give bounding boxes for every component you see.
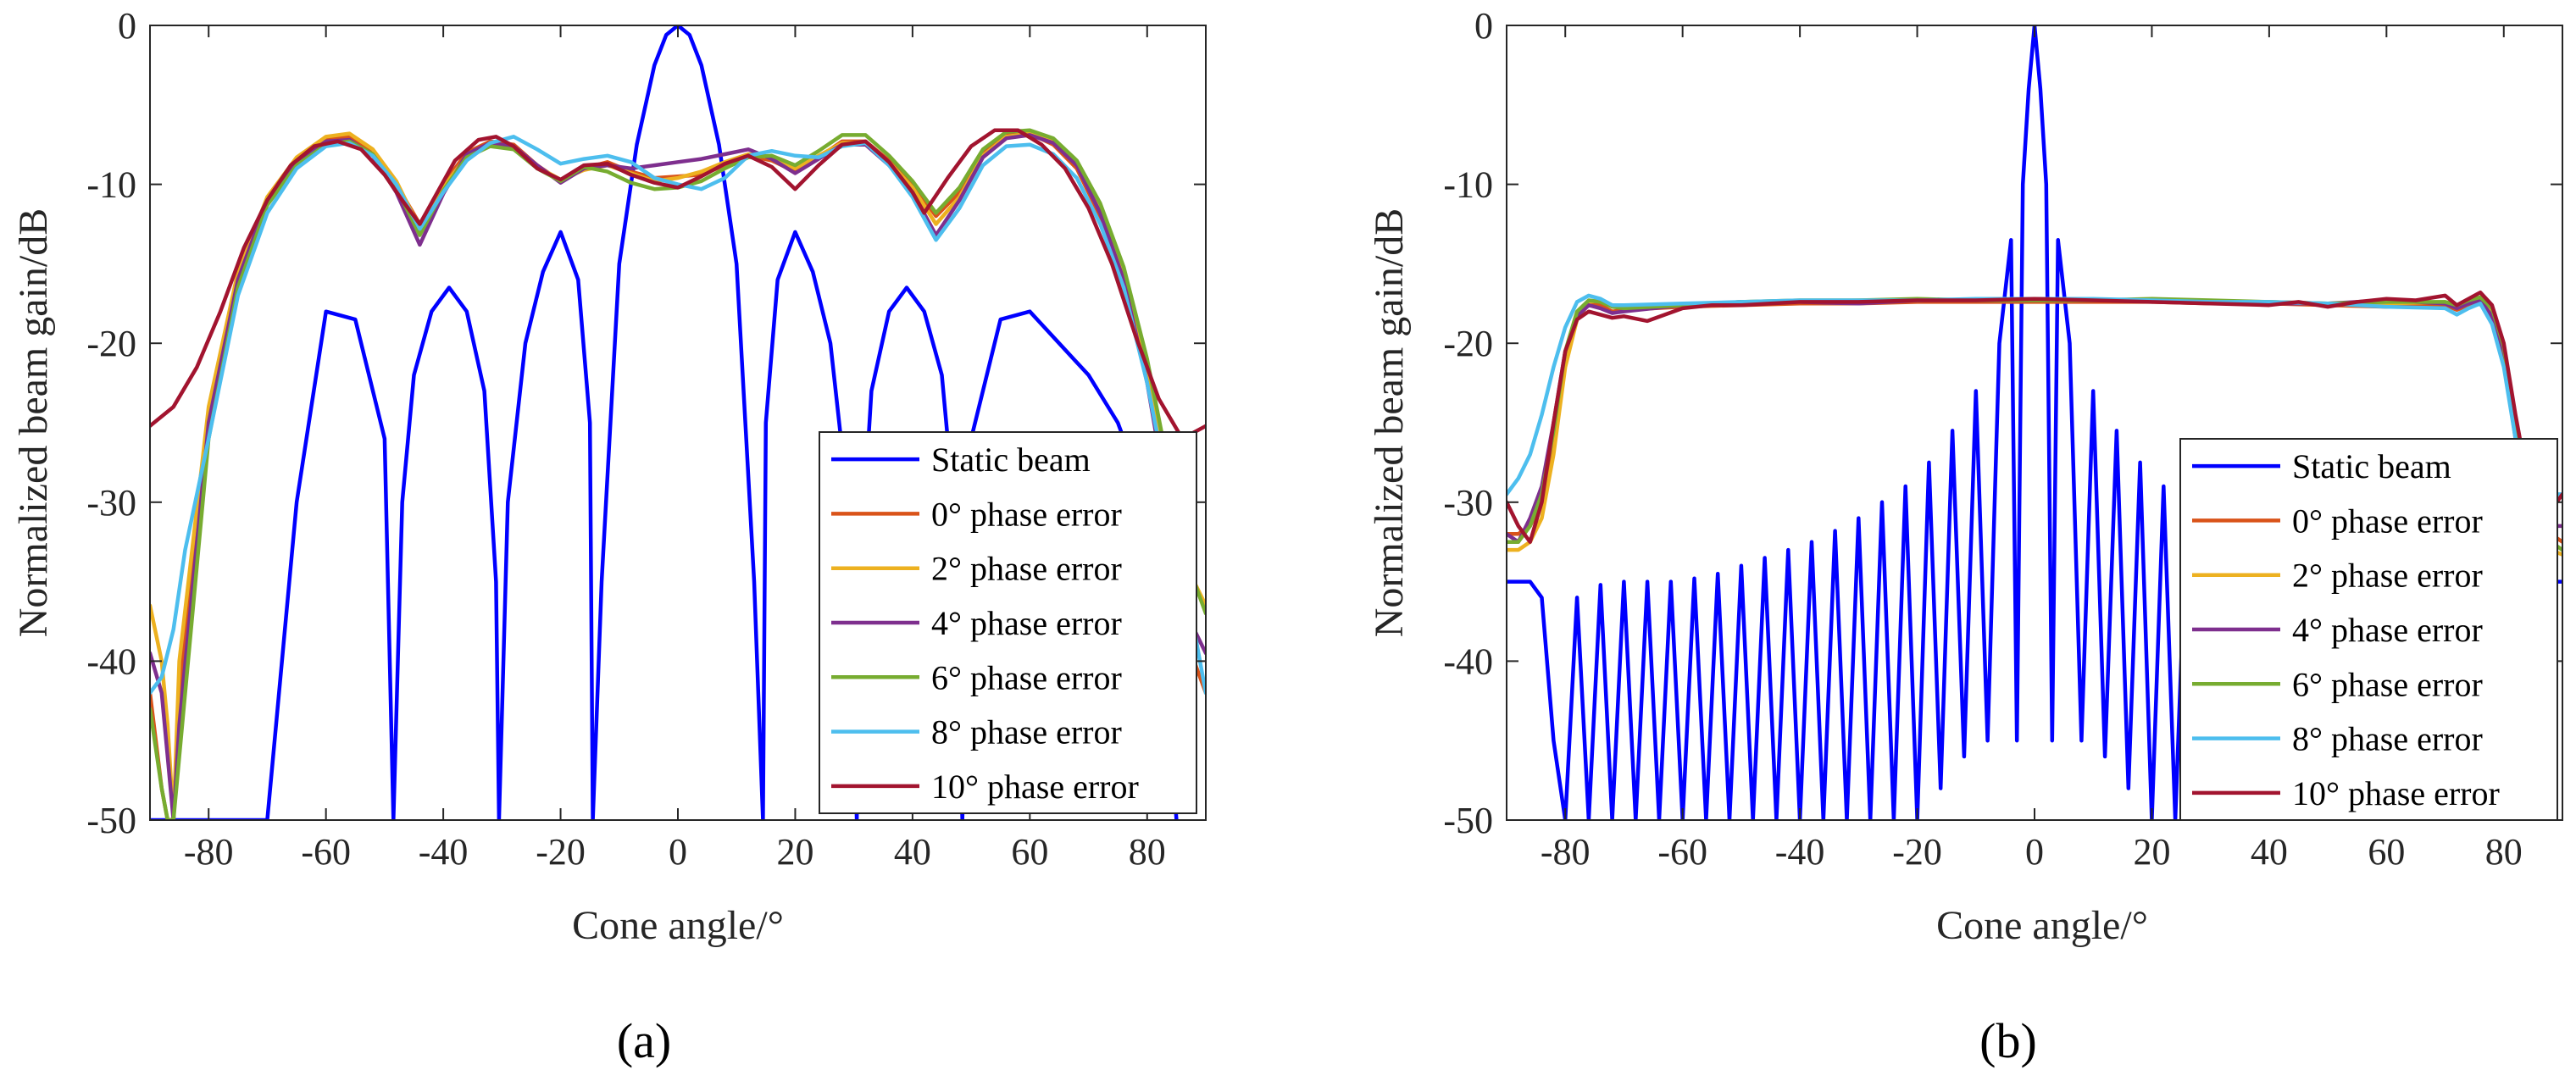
panel-a-y-tick-label: -50 <box>86 800 136 841</box>
panel-a-legend-label-e2: 2° phase error <box>931 550 1122 588</box>
panel-a-y-tick-label: -20 <box>86 323 136 364</box>
panel-a-ticks: -80 -60 -40 -20 0 20 40 60 80 0 -10 -20 -30 -40 -50 <box>86 5 1206 873</box>
panel-b-label: (b) <box>1979 1013 2037 1068</box>
panel-b-y-tick-label: -10 <box>1443 164 1493 206</box>
panel-a-y-tick-label: -40 <box>86 640 136 682</box>
panel-b-y-tick-label: 0 <box>1474 5 1493 47</box>
panel-a-legend: Static beam 0° phase error 2° phase error 4… <box>819 431 1197 814</box>
panel-b-x-tick-label: 0 <box>2025 831 2044 873</box>
panel-b-x-tick-label: 80 <box>2485 831 2523 873</box>
panel-b-x-tick-label: -20 <box>1892 831 1942 873</box>
panel-b-y-tick-label: -50 <box>1443 800 1493 841</box>
panel-a-x-tick-label: 20 <box>776 831 813 873</box>
panel-a-x-tick-label: -80 <box>184 831 234 873</box>
panel-b-y-tick-label: -20 <box>1443 323 1493 364</box>
panel-b-series-e10 <box>1507 290 2562 544</box>
panel-b-legend-label-e10: 10° phase error <box>2292 774 2500 812</box>
panel-a-legend-label-e6: 6° phase error <box>931 658 1122 696</box>
panel-a-x-tick-label: -20 <box>536 831 586 873</box>
panel-a-legend-label-e8: 8° phase error <box>931 713 1122 751</box>
panel-a-legend-label-e0: 0° phase error <box>931 495 1122 533</box>
panel-b-x-tick-label: 40 <box>2251 831 2288 873</box>
panel-a-x-tick-label: -40 <box>419 831 469 873</box>
panel-b-x-tick-label: -60 <box>1657 831 1707 873</box>
panel-b-legend: Static beam 0° phase error 2° phase error 4… <box>2179 438 2558 821</box>
panel-b-x-axis-label: Cone angle/° <box>1936 903 2148 948</box>
panel-b-y-tick-label: -30 <box>1443 482 1493 524</box>
panel-a-legend-label-e4: 4° phase error <box>931 604 1122 642</box>
panel-b-legend-label-e8: 8° phase error <box>2292 720 2483 758</box>
panel-b: -80 -60 -40 -20 0 20 40 60 80 0 -10 -20 -30 -40 -50 Co… <box>1367 5 2563 1068</box>
panel-a-y-tick-label: 0 <box>118 5 136 47</box>
panel-b-y-axis-label: Normalized beam gain/dB <box>1367 208 1412 638</box>
panel-a-x-tick-label: 0 <box>669 831 687 873</box>
panel-b-x-tick-label: -40 <box>1775 831 1825 873</box>
panel-a-curves <box>150 25 1206 820</box>
panel-b-legend-label-e2: 2° phase error <box>2292 557 2483 595</box>
panel-a-x-axis-label: Cone angle/° <box>572 903 784 948</box>
panel-a-x-tick-label: 60 <box>1011 831 1048 873</box>
panel-a-y-tick-label: -30 <box>86 482 136 524</box>
panel-b-x-tick-label: 20 <box>2133 831 2170 873</box>
panel-a-label: (a) <box>617 1013 671 1068</box>
panel-b-y-tick-label: -40 <box>1443 640 1493 682</box>
panel-a-x-tick-label: -60 <box>301 831 351 873</box>
panel-a-legend-label-e10: 10° phase error <box>931 768 1139 806</box>
panel-a-y-tick-label: -10 <box>86 164 136 206</box>
panel-a-x-tick-label: 40 <box>894 831 931 873</box>
panel-b-legend-label-e0: 0° phase error <box>2292 502 2483 540</box>
panel-a-y-axis-label: Normalized beam gain/dB <box>11 208 56 638</box>
panel-b-x-tick-label: 60 <box>2368 831 2405 873</box>
panel-a-legend-label-static: Static beam <box>931 441 1091 479</box>
panel-a: -80 -60 -40 -20 0 20 40 60 80 0 -10 -20 -30 -40 -50 Co… <box>11 5 1207 1068</box>
panel-a-series-e10 <box>150 128 1206 441</box>
panel-b-x-tick-label: -80 <box>1541 831 1591 873</box>
panel-b-legend-label-static: Static beam <box>2292 447 2451 485</box>
panel-a-x-tick-label: 80 <box>1129 831 1166 873</box>
panel-b-ticks: -80 -60 -40 -20 0 20 40 60 80 0 -10 -20 -30 -40 -50 <box>1443 5 2562 873</box>
panel-b-legend-label-e6: 6° phase error <box>2292 665 2483 703</box>
panel-b-legend-label-e4: 4° phase error <box>2292 611 2483 649</box>
